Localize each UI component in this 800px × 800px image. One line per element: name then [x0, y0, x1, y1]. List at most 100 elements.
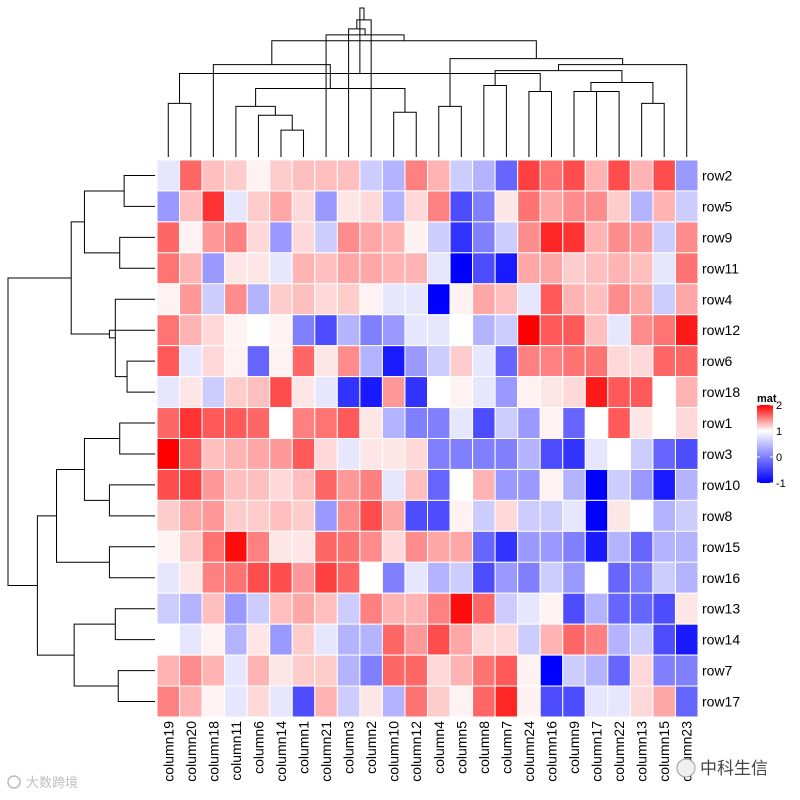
heatmap-cell: [246, 499, 271, 532]
heatmap-cell: [584, 407, 609, 439]
heatmap-cell: [584, 685, 609, 718]
watermark-right: 中科生信: [676, 758, 768, 779]
heatmap-cell: [359, 283, 383, 316]
heatmap-cell: [246, 654, 271, 687]
heatmap-cell: [156, 530, 181, 563]
heatmap-cell: [201, 654, 226, 687]
heatmap-cell: [314, 314, 338, 347]
heatmap-cell: [584, 592, 609, 625]
heatmap-cell: [246, 221, 271, 254]
heatmap-cell: [562, 376, 586, 409]
heatmap-cell: [336, 407, 361, 439]
heatmap-cell: [517, 499, 541, 532]
heatmap-cell: [607, 314, 631, 347]
column-label: column4: [431, 721, 447, 774]
heatmap-cell: [472, 654, 496, 687]
heatmap-cell: [494, 252, 519, 285]
heatmap-cell: [201, 407, 226, 439]
heatmap-cell: [539, 252, 564, 285]
color-legend: mat 2 1 0 -1: [757, 393, 786, 490]
heatmap-cell: [246, 283, 271, 316]
heatmap-cell: [539, 221, 564, 254]
heatmap-cell: [359, 561, 383, 594]
heatmap-cell: [201, 283, 226, 316]
heatmap-cell: [494, 685, 519, 718]
heatmap-cell: [201, 685, 226, 718]
heatmap-cell: [179, 407, 203, 439]
heatmap-cell: [314, 623, 338, 656]
heatmap-cell: [359, 530, 383, 563]
heatmap-cell: [156, 654, 181, 687]
heatmap-cell: [336, 314, 361, 347]
heatmap-cell: [404, 654, 428, 687]
heatmap-cell: [449, 190, 474, 223]
heatmap-cell: [494, 159, 519, 192]
row-label: row11: [702, 260, 739, 276]
heatmap-cell: [517, 190, 541, 223]
heatmap-cell: [314, 407, 338, 439]
heatmap-cell: [291, 252, 316, 285]
column-label: column13: [634, 721, 650, 782]
heatmap-cell: [156, 561, 181, 594]
heatmap-cell: [336, 345, 361, 378]
heatmap-cell: [404, 499, 428, 532]
heatmap-cell: [449, 345, 474, 378]
heatmap-cell: [674, 345, 699, 378]
heatmap-cell: [179, 376, 203, 409]
heatmap-cell: [381, 376, 406, 409]
heatmap-cell: [404, 376, 428, 409]
heatmap-cell: [291, 530, 316, 563]
heatmap-cell: [607, 623, 631, 656]
heatmap-cell: [584, 654, 609, 687]
heatmap-cell: [269, 283, 293, 316]
heatmap-cell: [427, 376, 451, 409]
heatmap-cell: [381, 159, 406, 192]
heatmap-cell: [224, 499, 248, 532]
heatmap-cell: [359, 592, 383, 625]
heatmap-cell: [652, 654, 676, 687]
heatmap-cell: [584, 252, 609, 285]
heatmap-cell: [607, 283, 631, 316]
heatmap-cell: [562, 190, 586, 223]
heatmap-cell: [291, 376, 316, 409]
heatmap-cell: [201, 314, 226, 347]
column-label: column15: [656, 721, 672, 782]
heatmap-cell: [629, 623, 654, 656]
heatmap-cell: [156, 499, 181, 532]
row-label: row6: [702, 353, 733, 369]
heatmap-cell: [517, 530, 541, 563]
heatmap-cell: [629, 314, 654, 347]
heatmap-cell: [494, 407, 519, 439]
heatmap-cell: [381, 407, 406, 439]
heatmap-cell: [336, 438, 361, 470]
heatmap-cell: [427, 561, 451, 594]
heatmap-cell: [201, 345, 226, 378]
heatmap-cell: [629, 283, 654, 316]
heatmap-cell: [336, 499, 361, 532]
heatmap-cell: [359, 499, 383, 532]
heatmap-cell: [269, 376, 293, 409]
heatmap-cell: [381, 314, 406, 347]
row-label: row14: [702, 632, 740, 648]
heatmap-cell: [404, 561, 428, 594]
heatmap-cell: [359, 685, 383, 718]
heatmap-cell: [246, 376, 271, 409]
heatmap-cell: [336, 561, 361, 594]
heatmap-cell: [269, 252, 293, 285]
heatmap-cell: [156, 623, 181, 656]
heatmap-cell: [156, 283, 181, 316]
heatmap-cell: [201, 438, 226, 470]
row-label: row5: [702, 198, 733, 214]
heatmap-cell: [291, 499, 316, 532]
heatmap-cell: [269, 159, 293, 192]
heatmap-cell: [584, 561, 609, 594]
heatmap-cell: [246, 530, 271, 563]
heatmap-cell: [179, 685, 203, 718]
heatmap-cell: [562, 407, 586, 439]
row-labels: row2 row5 row9 row11 row4 row12 row6 row18 row1 r…: [702, 167, 740, 709]
column-label: column1: [296, 721, 312, 774]
heatmap-cell: [517, 345, 541, 378]
heatmap-cell: [629, 221, 654, 254]
heatmap-cell: [517, 654, 541, 687]
heatmap-cell: [539, 283, 564, 316]
